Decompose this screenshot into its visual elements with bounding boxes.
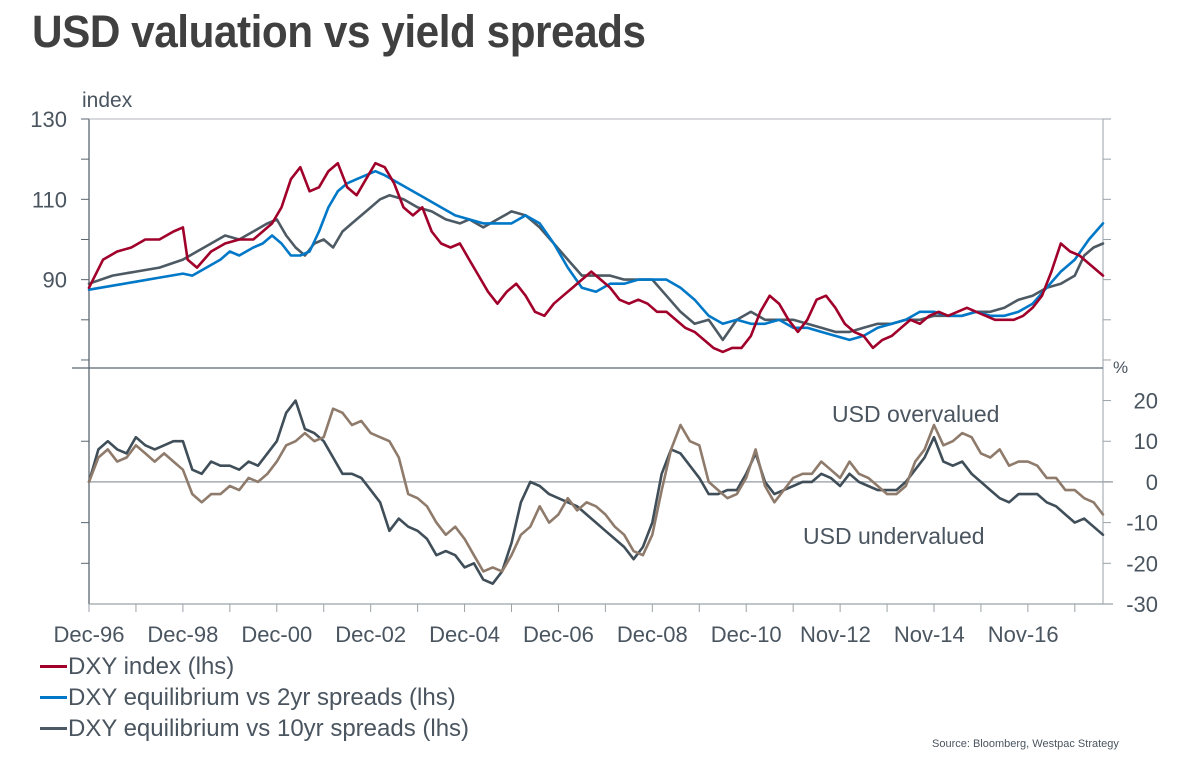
bottom-ytick-label: 20 <box>1134 389 1158 414</box>
xtick-label: Dec-02 <box>335 622 406 647</box>
annotation-overvalued: USD overvalued <box>832 401 999 427</box>
legend-item-dxy: DXY index (lhs) <box>40 651 469 682</box>
labels-group: 130 110 90 index 20 10 0 -10 -20 -30% Dec-96 Dec-98… <box>30 89 1158 647</box>
legend: DXY index (lhs) DXY equilibrium vs 2yr s… <box>40 651 469 744</box>
source-note: Source: Bloomberg, Westpac Strategy <box>932 738 1119 750</box>
legend-swatch-eq2yr <box>40 696 67 699</box>
legend-label-eq10yr: DXY equilibrium vs 10yr spreads (lhs) <box>68 715 470 742</box>
legend-swatch-eq10yr <box>40 727 67 730</box>
top-ytick-label: 110 <box>32 187 67 212</box>
xtick-label: Dec-10 <box>711 622 782 647</box>
xtick-label: Dec-00 <box>241 622 312 647</box>
series-group <box>87 161 1105 585</box>
xtick-label: Dec-96 <box>54 622 125 647</box>
legend-item-eq2yr: DXY equilibrium vs 2yr spreads (lhs) <box>40 682 469 713</box>
bottom-ytick-label: -30 <box>1126 592 1158 617</box>
legend-item-eq10yr: DXY equilibrium vs 10yr spreads (lhs) <box>40 713 469 744</box>
bottom-ytick-label: 10 <box>1134 429 1158 454</box>
series-line-gap2yr <box>87 407 1105 573</box>
series-line-eq2yr <box>87 169 1105 342</box>
xtick-label: Dec-08 <box>617 622 688 647</box>
xtick-label: Dec-98 <box>147 622 218 647</box>
series-line-eq10yr <box>87 194 1105 342</box>
bottom-ytick-label: -20 <box>1126 551 1158 576</box>
legend-swatch-dxy <box>40 665 67 668</box>
series-line-gap10yr <box>87 399 1105 585</box>
xtick-label: Nov-12 <box>800 622 871 647</box>
xtick-label: Dec-06 <box>523 622 594 647</box>
chart-title: USD valuation vs yield spreads <box>32 6 646 57</box>
axes-group <box>72 118 1113 612</box>
series-line-dxy <box>87 161 1105 354</box>
top-ytick-label: 90 <box>43 268 67 293</box>
legend-label-dxy: DXY index (lhs) <box>68 653 235 680</box>
xtick-label: Dec-04 <box>429 622 500 647</box>
xtick-label: Nov-16 <box>988 622 1059 647</box>
bottom-ytick-label: -10 <box>1126 511 1158 536</box>
top-ylabel: index <box>82 89 133 112</box>
bottom-ylabel: % <box>1113 358 1128 377</box>
xtick-label: Nov-14 <box>894 622 965 647</box>
legend-label-eq2yr: DXY equilibrium vs 2yr spreads (lhs) <box>68 684 456 711</box>
annotation-undervalued: USD undervalued <box>803 523 985 549</box>
top-ytick-label: 130 <box>30 107 67 132</box>
bottom-ytick-label: 0 <box>1146 470 1158 495</box>
